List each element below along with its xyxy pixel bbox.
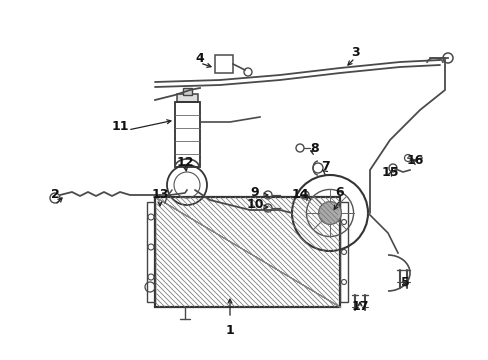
- Bar: [175, 102, 200, 167]
- Text: 2: 2: [51, 189, 59, 202]
- Text: 13: 13: [151, 189, 168, 202]
- Text: 17: 17: [350, 300, 368, 312]
- Text: 8: 8: [310, 141, 319, 154]
- Text: 7: 7: [320, 161, 329, 174]
- Bar: [183, 88, 192, 95]
- Text: 16: 16: [406, 153, 423, 166]
- Bar: [215, 55, 232, 73]
- Text: 15: 15: [381, 166, 398, 179]
- Bar: [147, 202, 155, 302]
- Text: 14: 14: [291, 189, 308, 202]
- Text: 10: 10: [246, 198, 263, 211]
- Bar: [155, 197, 339, 307]
- Text: 1: 1: [225, 324, 234, 337]
- Bar: [339, 202, 347, 302]
- Bar: [177, 94, 198, 102]
- Circle shape: [318, 202, 341, 224]
- Text: 11: 11: [111, 121, 128, 134]
- Text: 4: 4: [195, 51, 204, 64]
- Text: 5: 5: [400, 276, 408, 289]
- Text: 6: 6: [335, 186, 344, 199]
- Text: 3: 3: [350, 45, 359, 58]
- Text: 9: 9: [250, 185, 259, 198]
- Text: 12: 12: [176, 157, 193, 170]
